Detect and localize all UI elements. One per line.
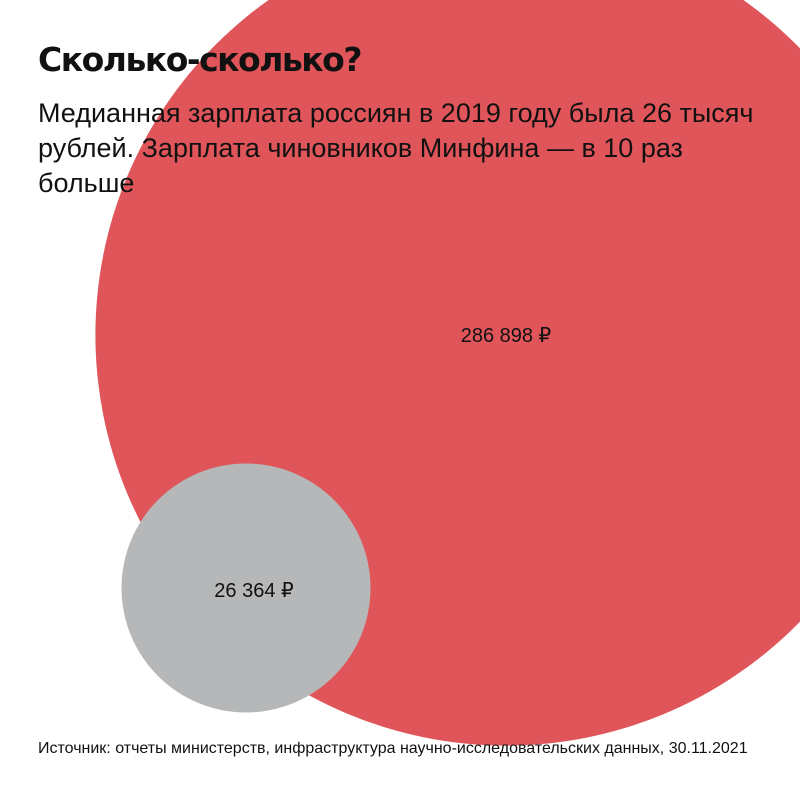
large-salary-label: 286 898 ₽: [461, 325, 552, 347]
subtitle: Медианная зарплата россиян в 2019 году б…: [38, 98, 754, 198]
small-salary-label: 26 364 ₽: [214, 580, 294, 602]
small-salary-bubble: [121, 463, 371, 713]
source-note: Источник: отчеты министерств, инфраструк…: [38, 740, 748, 757]
headline: Сколько-сколько?: [38, 40, 362, 79]
